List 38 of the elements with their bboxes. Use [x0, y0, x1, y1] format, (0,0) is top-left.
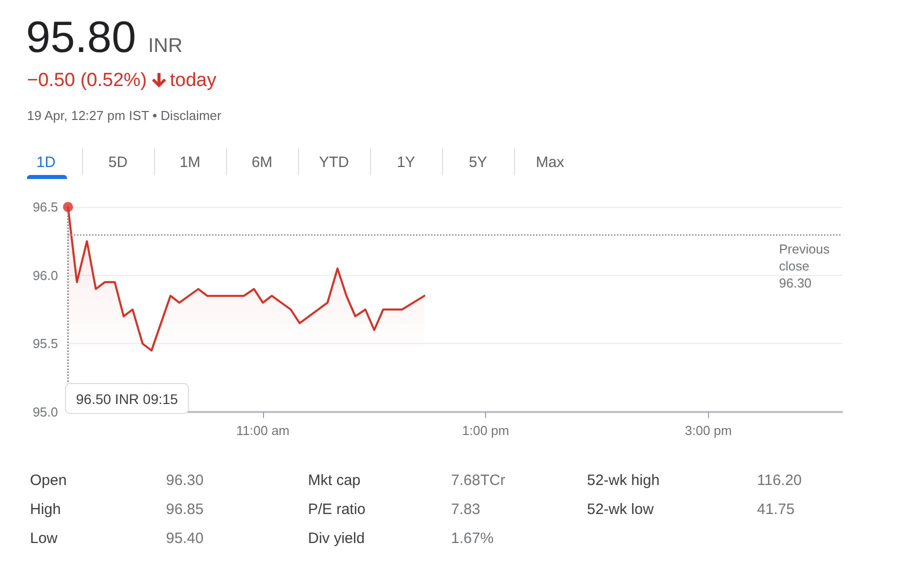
text: Open	[30, 472, 67, 489]
text: today	[170, 70, 216, 91]
text: 1D	[36, 154, 56, 171]
text: 19 Apr, 12:27 pm IST • Disclaimer	[27, 108, 222, 123]
text: 7.83	[451, 501, 480, 518]
text: 1Y	[396, 154, 416, 171]
text: Div yield	[308, 530, 365, 547]
text: 6M	[252, 154, 272, 171]
text: 52-wk low	[587, 501, 654, 518]
text: 1.67%	[451, 530, 494, 547]
text: P/E ratio	[308, 501, 366, 518]
text: 52-wk high	[587, 472, 660, 489]
text: Low	[30, 530, 58, 547]
text: 41.75	[757, 501, 795, 518]
ref-line-label: Previous close 96.30	[779, 241, 834, 290]
y-tick-label: 96.0	[32, 268, 58, 283]
text: Max	[536, 154, 564, 171]
text: 116.20	[757, 472, 802, 489]
x-tick-label: 1:00 pm	[462, 423, 510, 438]
text: 95.40	[166, 530, 204, 547]
y-tick-label: 95.0	[32, 404, 58, 420]
text: 96.30	[166, 472, 204, 489]
y-tick-label: 95.5	[32, 336, 58, 352]
text: High	[30, 501, 61, 518]
text: Mkt cap	[308, 472, 361, 489]
text: 1M	[180, 154, 200, 171]
x-tick-label: 11:00 am	[236, 423, 290, 438]
text: 5D	[108, 154, 128, 171]
text: 96.85	[166, 501, 204, 518]
ref-line-label: 96.50 INR 09:15	[76, 391, 178, 407]
y-tick-label: 96.5	[32, 200, 58, 214]
chart-title: 95.80	[26, 13, 136, 62]
text: 5Y	[468, 154, 488, 171]
x-tick-label: 3:00 pm	[684, 423, 732, 438]
text: 7.68TCr	[451, 472, 506, 489]
text: −0.50 (0.52%)	[27, 70, 147, 91]
text: INR	[148, 35, 183, 57]
text: YTD	[319, 154, 349, 171]
